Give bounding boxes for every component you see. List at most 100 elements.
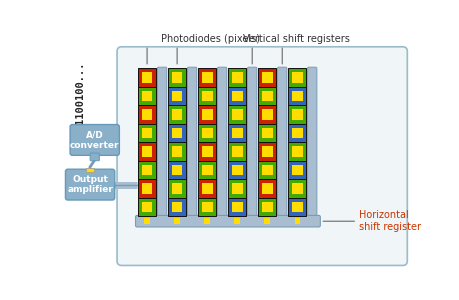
Bar — [198, 124, 216, 142]
Bar — [288, 124, 307, 142]
Text: Horizontal
shift register: Horizontal shift register — [359, 210, 421, 232]
Bar — [142, 146, 152, 157]
Bar — [138, 105, 157, 124]
Bar — [142, 165, 152, 176]
Bar — [202, 183, 213, 194]
Bar — [262, 183, 273, 194]
Bar — [292, 91, 302, 101]
Bar — [288, 198, 307, 216]
Text: Vertical shift registers: Vertical shift registers — [243, 34, 350, 44]
Bar — [198, 105, 216, 124]
Bar — [258, 124, 276, 142]
Bar — [228, 87, 246, 105]
Bar — [258, 87, 276, 105]
Bar — [228, 105, 246, 124]
FancyBboxPatch shape — [308, 67, 317, 217]
Bar — [232, 165, 242, 176]
Bar — [86, 168, 95, 172]
Bar — [288, 142, 307, 161]
Bar — [198, 87, 216, 105]
Bar — [202, 128, 213, 138]
Bar — [288, 179, 307, 198]
Bar — [228, 68, 246, 87]
Bar — [232, 91, 242, 101]
Bar — [262, 202, 273, 212]
Bar — [198, 68, 216, 87]
Bar — [228, 198, 246, 216]
Bar — [142, 91, 152, 101]
Bar — [198, 161, 216, 179]
Bar — [232, 183, 242, 194]
Bar — [172, 72, 183, 83]
Bar — [288, 87, 307, 105]
Bar — [204, 218, 210, 224]
Bar — [228, 124, 246, 142]
Bar — [262, 146, 273, 157]
Bar — [138, 124, 157, 142]
Bar — [168, 124, 186, 142]
Bar — [232, 72, 242, 83]
Bar — [295, 218, 300, 224]
Text: 10011100100...: 10011100100... — [75, 61, 85, 149]
Bar — [202, 72, 213, 83]
FancyBboxPatch shape — [247, 67, 257, 217]
Bar — [202, 165, 213, 176]
Bar — [232, 202, 242, 212]
Bar — [142, 202, 152, 212]
Bar — [292, 128, 302, 138]
FancyBboxPatch shape — [90, 153, 99, 161]
Bar — [262, 91, 273, 101]
Bar — [198, 142, 216, 161]
Bar — [232, 109, 242, 120]
Bar — [142, 183, 152, 194]
Bar — [168, 105, 186, 124]
Bar — [258, 179, 276, 198]
Bar — [292, 183, 302, 194]
FancyBboxPatch shape — [278, 67, 287, 217]
Bar — [168, 87, 186, 105]
Bar — [232, 128, 242, 138]
Bar — [138, 179, 157, 198]
FancyBboxPatch shape — [70, 124, 119, 155]
Bar — [262, 109, 273, 120]
Bar — [292, 165, 302, 176]
Bar — [138, 87, 157, 105]
Bar — [258, 105, 276, 124]
Bar — [202, 91, 213, 101]
Bar — [145, 218, 150, 224]
FancyBboxPatch shape — [135, 215, 320, 227]
FancyBboxPatch shape — [187, 67, 197, 217]
Bar — [228, 179, 246, 198]
Bar — [172, 91, 183, 101]
Bar — [202, 146, 213, 157]
Bar — [174, 218, 180, 224]
Bar — [262, 128, 273, 138]
Text: Photodiodes (pixels): Photodiodes (pixels) — [161, 34, 260, 44]
Bar — [198, 179, 216, 198]
Bar — [172, 202, 183, 212]
Bar — [172, 109, 183, 120]
Bar — [258, 198, 276, 216]
Bar — [258, 142, 276, 161]
Bar — [288, 105, 307, 124]
Text: A/D
converter: A/D converter — [70, 130, 119, 150]
Bar — [172, 183, 183, 194]
Bar — [288, 68, 307, 87]
Bar — [292, 109, 302, 120]
Bar — [142, 109, 152, 120]
Bar — [228, 142, 246, 161]
Bar — [168, 198, 186, 216]
Bar — [202, 202, 213, 212]
FancyBboxPatch shape — [218, 67, 227, 217]
Bar — [168, 142, 186, 161]
Bar — [262, 72, 273, 83]
Bar — [228, 161, 246, 179]
Bar — [198, 198, 216, 216]
Bar — [138, 198, 157, 216]
Bar — [258, 161, 276, 179]
FancyBboxPatch shape — [117, 47, 407, 266]
Bar — [172, 146, 183, 157]
Bar — [172, 165, 183, 176]
Bar — [292, 146, 302, 157]
Bar — [258, 68, 276, 87]
